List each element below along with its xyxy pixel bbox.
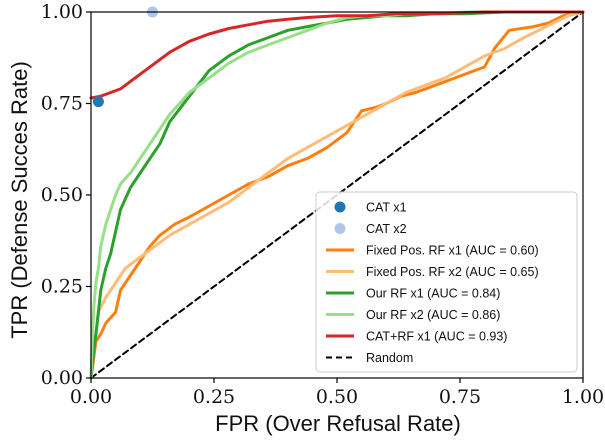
x-tick-label: 0.25 xyxy=(193,386,235,408)
y-tick-label: 0.25 xyxy=(41,276,83,298)
y-tick-label: 0.75 xyxy=(41,93,83,115)
legend-marker xyxy=(334,201,346,213)
x-tick-label: 0.00 xyxy=(70,386,112,408)
y-tick-label: 0.50 xyxy=(41,184,83,206)
legend-marker xyxy=(334,223,346,234)
series-line-4 xyxy=(89,10,585,100)
legend-box xyxy=(315,191,578,373)
legend-label: Fixed Pos. RF x2 (AUC = 0.65) xyxy=(366,265,539,279)
legend-label: Fixed Pos. RF x1 (AUC = 0.60) xyxy=(366,244,539,258)
y-tick-label: 1.00 xyxy=(41,1,83,23)
x-tick-label: 0.75 xyxy=(439,386,481,408)
legend-label: Our RF x1 (AUC = 0.84) xyxy=(366,287,500,301)
y-axis-label: TPR (Defense Succes Rate) xyxy=(7,61,32,339)
series-line-1 xyxy=(89,10,585,380)
plot-area xyxy=(89,6,585,380)
x-axis-label: FPR (Over Refusal Rate) xyxy=(215,411,461,436)
legend-label: CAT x1 xyxy=(366,201,407,215)
x-tick-label: 1.00 xyxy=(562,386,604,408)
legend: CAT x1 CAT x2 Fixed Pos. RF x1 (AUC = 0.60… xyxy=(315,191,578,373)
x-tick-label: 0.50 xyxy=(316,386,358,408)
legend-label: CAT+RF x1 (AUC = 0.93) xyxy=(366,330,507,344)
scatter-point-0 xyxy=(92,96,104,108)
y-tick-label: 0.00 xyxy=(41,367,83,389)
x-axis-ticks: 0.00 0.25 0.50 0.75 1.00 xyxy=(70,378,604,408)
series-line-0 xyxy=(89,10,585,380)
legend-label: Random xyxy=(366,351,413,365)
y-axis-ticks: 0.00 0.25 0.50 0.75 1.00 xyxy=(41,1,91,389)
legend-label: CAT x2 xyxy=(366,222,407,236)
legend-label: Our RF x2 (AUC = 0.86) xyxy=(366,308,500,322)
